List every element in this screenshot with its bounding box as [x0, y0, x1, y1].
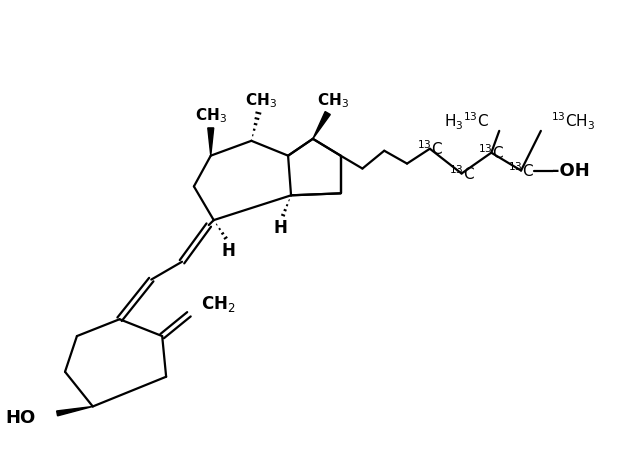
Text: $^{13}$C: $^{13}$C: [508, 161, 534, 180]
Text: -OH: -OH: [552, 162, 589, 180]
Polygon shape: [208, 128, 214, 156]
Text: CH$_2$: CH$_2$: [202, 294, 236, 314]
Polygon shape: [313, 112, 330, 139]
Text: $^{13}$C: $^{13}$C: [449, 164, 475, 183]
Text: CH$_3$: CH$_3$: [317, 92, 349, 111]
Text: $^{13}$CH$_3$: $^{13}$CH$_3$: [551, 110, 595, 131]
Text: H$_3$$^{13}$C: H$_3$$^{13}$C: [444, 110, 490, 131]
Text: H: H: [221, 242, 236, 260]
Polygon shape: [56, 407, 93, 416]
Text: CH$_3$: CH$_3$: [195, 106, 227, 125]
Text: CH$_3$: CH$_3$: [245, 92, 277, 111]
Text: $^{13}$C: $^{13}$C: [478, 144, 504, 162]
Text: HO: HO: [5, 409, 35, 427]
Text: $^{13}$C: $^{13}$C: [417, 139, 443, 158]
Text: H: H: [273, 219, 287, 237]
